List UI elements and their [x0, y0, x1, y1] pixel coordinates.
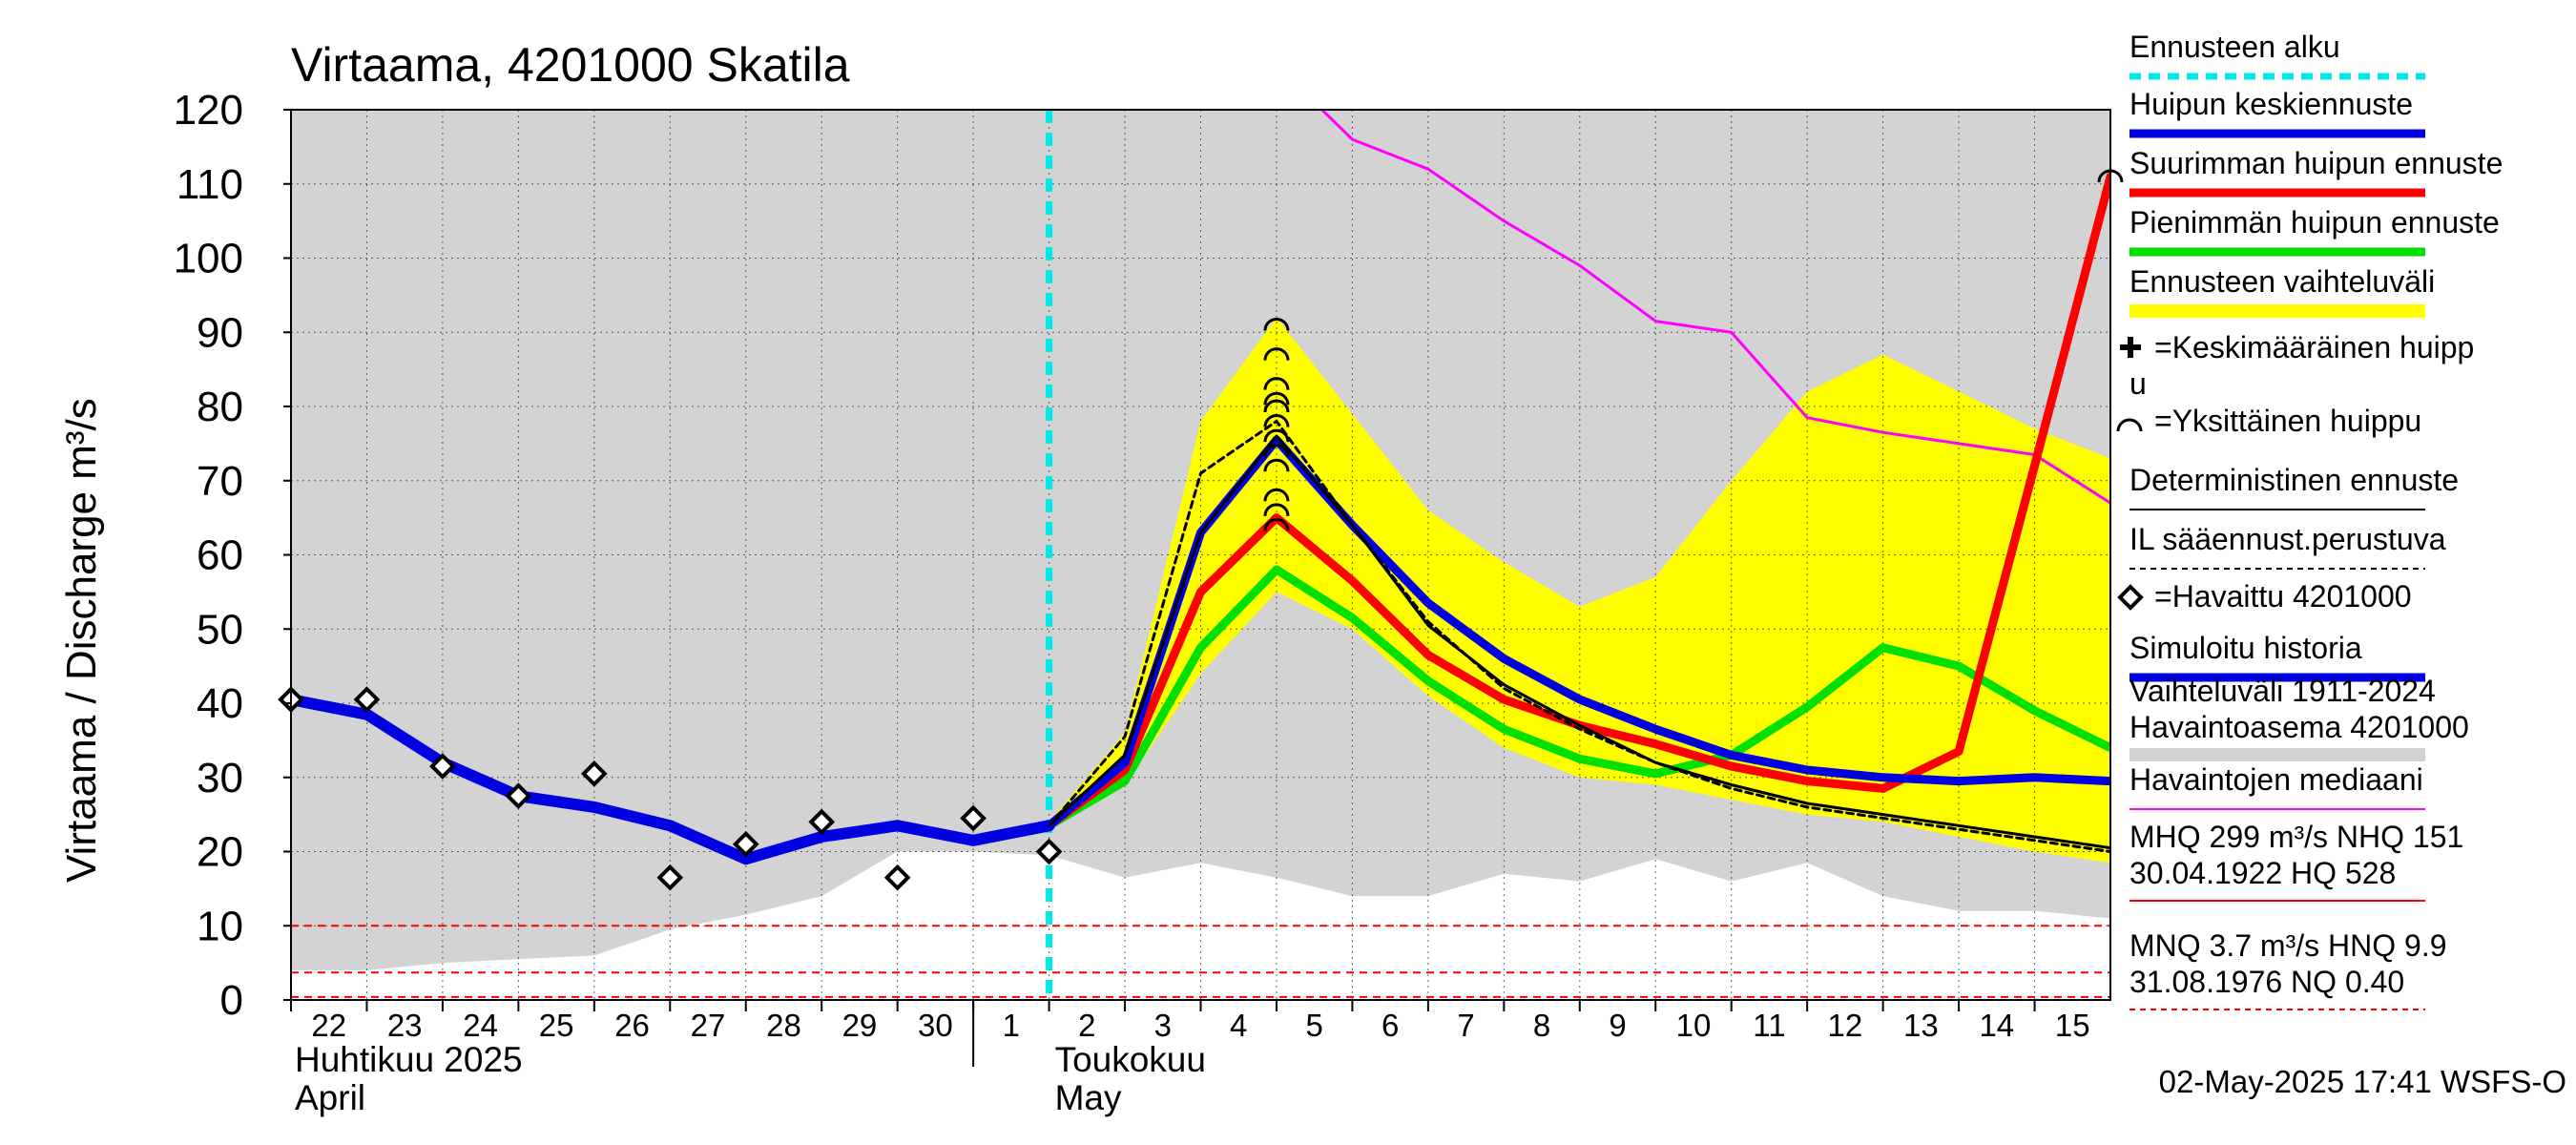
y-tick-label: 0 — [220, 977, 243, 1024]
legend-label-12: Havaintojen mediaani — [2129, 762, 2423, 797]
observed-point — [429, 753, 456, 780]
x-tick-label: 27 — [691, 1008, 726, 1043]
x-tick-label: 12 — [1828, 1008, 1863, 1043]
series-line-pienimm-n-huipun-ennuste — [1045, 565, 2110, 830]
x-tick-label: 10 — [1676, 1008, 1712, 1043]
observed-point — [1035, 838, 1063, 865]
legend-label-10: Simuloitu historia — [2129, 631, 2362, 665]
observed-point — [883, 864, 911, 891]
legend-label-14: MNQ 3.7 m³/s HNQ 9.9 — [2129, 928, 2447, 963]
single-peak-marker — [1263, 428, 1290, 443]
single-peak-marker — [1263, 347, 1290, 361]
observed-point — [656, 864, 684, 891]
plot-content — [291, 110, 2110, 1000]
legend-label-13-line2: 30.04.1922 HQ 528 — [2129, 856, 2396, 890]
series-line-deterministinen-ennuste — [1048, 434, 2110, 850]
x-tick-label: 6 — [1381, 1008, 1399, 1043]
y-tick-label: 120 — [174, 87, 243, 134]
legend-label-4: Ennusteen vaihteluväli — [2129, 264, 2435, 299]
x-tick-label: 3 — [1154, 1008, 1172, 1043]
legend-label-8: IL sääennust.perustuva — [2129, 522, 2446, 556]
single-peak-marker — [1263, 391, 1290, 406]
legend-label-1: Huipun keskiennuste — [2129, 87, 2413, 121]
y-tick-label: 90 — [197, 309, 243, 356]
legend-label-5-line2: u — [2129, 366, 2147, 401]
y-tick-label: 10 — [197, 903, 243, 949]
single-peak-marker — [1263, 399, 1290, 413]
legend-label-14-line2: 31.08.1976 NQ 0.40 — [2129, 965, 2404, 999]
legend-label-3: Pienimmän huipun ennuste — [2129, 205, 2500, 239]
y-tick-label: 100 — [174, 236, 243, 282]
x-tick-label: 28 — [766, 1008, 801, 1043]
legend-label-11-line2: Havaintoasema 4201000 — [2129, 710, 2469, 744]
x-tick-label: 7 — [1457, 1008, 1474, 1043]
x-tick-label: 25 — [539, 1008, 574, 1043]
observed-point — [505, 782, 532, 810]
observed-point — [732, 830, 759, 858]
y-tick-label: 60 — [197, 532, 243, 579]
y-tick-label: 50 — [197, 606, 243, 653]
series-line-il-s-ennust-perustuva — [1048, 420, 2110, 853]
x-tick-label: 15 — [2055, 1008, 2090, 1043]
series-line-simuloitu-historia — [291, 694, 1055, 865]
y-tick-label: 20 — [197, 829, 243, 876]
single-peak-marker — [1263, 458, 1290, 472]
x-tick-label: 30 — [918, 1008, 953, 1043]
legend-label-9: =Havaittu 4201000 — [2154, 579, 2412, 614]
month-label-may-en: May — [1055, 1078, 1122, 1117]
single-peak-marker — [1263, 503, 1290, 516]
observed-point — [808, 808, 836, 836]
y-tick-label: 40 — [197, 680, 243, 727]
legend-label-0: Ennusteen alku — [2129, 30, 2340, 64]
footer-timestamp: 02-May-2025 17:41 WSFS-O — [2159, 1064, 2566, 1099]
single-peak-marker — [1263, 517, 1290, 531]
legend-label-11: Vaihteluväli 1911-2024 — [2129, 674, 2436, 708]
legend: Ennusteen alku Huipun keskiennuste Suurimm… — [2116, 30, 2503, 1010]
single-peak-marker — [1263, 488, 1290, 502]
x-tick-label: 5 — [1306, 1008, 1323, 1043]
x-tick-label: 22 — [311, 1008, 346, 1043]
single-peak-marker — [1263, 444, 1290, 457]
legend-label-6: =Yksittäinen huippu — [2154, 404, 2421, 438]
x-tick-label: 14 — [1979, 1008, 2014, 1043]
x-tick-label: 13 — [1903, 1008, 1939, 1043]
month-label-april-en: April — [295, 1078, 365, 1117]
x-tick-label: 2 — [1078, 1008, 1095, 1043]
legend-swatch-9 — [2117, 584, 2144, 611]
x-tick-label: 29 — [842, 1008, 878, 1043]
x-tick-label: 8 — [1533, 1008, 1550, 1043]
y-tick-label: 110 — [177, 161, 243, 208]
x-tick-label: 9 — [1609, 1008, 1626, 1043]
x-tick-label: 24 — [463, 1008, 498, 1043]
single-peak-marker — [1263, 317, 1290, 331]
legend-label-7: Deterministinen ennuste — [2129, 463, 2459, 497]
observed-point — [960, 804, 987, 832]
y-tick-label: 70 — [197, 458, 243, 505]
legend-label-13: MHQ 299 m³/s NHQ 151 — [2129, 820, 2463, 854]
x-tick-label: 23 — [387, 1008, 423, 1043]
observed-point — [353, 686, 381, 713]
x-tick-label: 1 — [1003, 1008, 1020, 1043]
legend-swatch-6 — [2116, 418, 2143, 432]
observed-point — [581, 760, 608, 787]
x-tick-label: 4 — [1230, 1008, 1247, 1043]
x-tick-label: 26 — [614, 1008, 650, 1043]
y-tick-label: 80 — [197, 384, 243, 430]
month-label-april-fi: Huhtikuu 2025 — [295, 1040, 523, 1079]
y-tick-label: 30 — [197, 755, 243, 802]
single-peak-marker — [1263, 414, 1290, 427]
x-tick-label: 11 — [1753, 1008, 1785, 1043]
month-label-may-fi: Toukokuu — [1055, 1040, 1206, 1079]
series-line-havaintojen-mediaani — [1320, 110, 2110, 505]
legend-swatch-5 — [2120, 337, 2141, 358]
single-peak-marker — [1263, 377, 1290, 390]
legend-label-5: =Keskimääräinen huipp — [2154, 330, 2474, 364]
forecast-range-band — [1049, 317, 2110, 864]
legend-label-2: Suurimman huipun ennuste — [2129, 146, 2503, 180]
chart-title: Virtaama, 4201000 Skatila — [291, 38, 850, 92]
y-axis-label: Virtaama / Discharge m³/s — [58, 398, 105, 883]
